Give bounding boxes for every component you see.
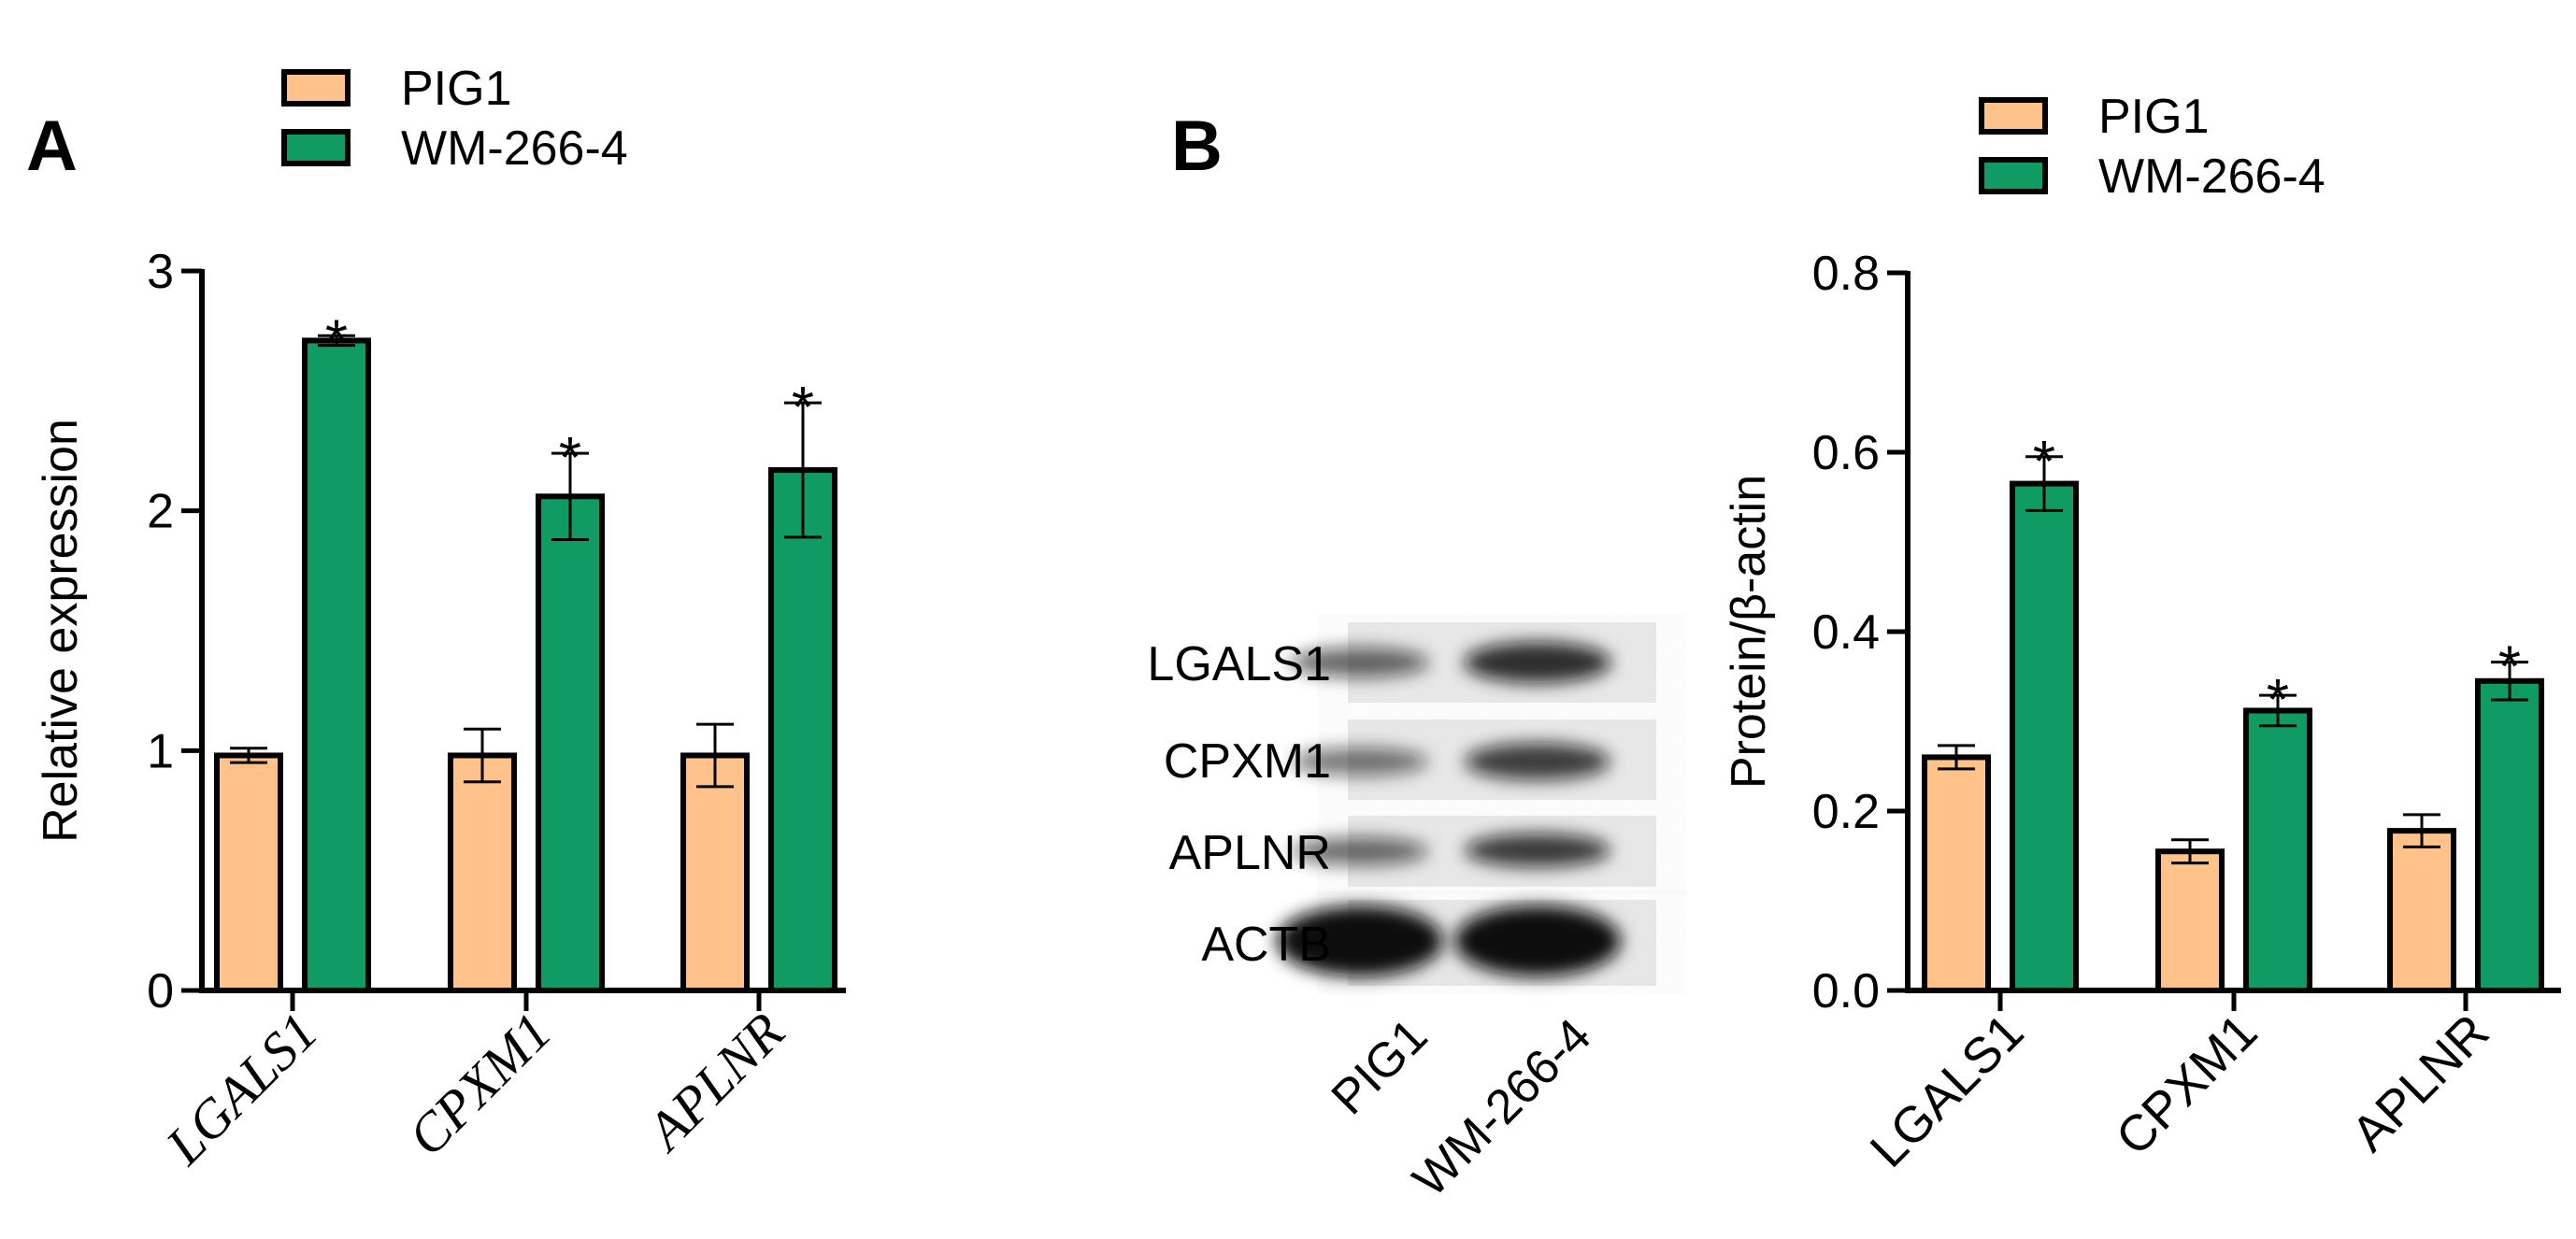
blot-row-label-lgals1: LGALS1 bbox=[1147, 637, 1331, 691]
blot-row-label-cpxm1: CPXM1 bbox=[1164, 734, 1331, 789]
bar-cpxm1-pig1 bbox=[2155, 848, 2225, 994]
legend-swatch-pig1 bbox=[281, 69, 351, 107]
y-tick-label: 0.0 bbox=[1812, 964, 1880, 1018]
significance-star: * bbox=[559, 426, 581, 491]
legend-label-wm-266-4: WM-266-4 bbox=[2098, 150, 2326, 204]
bar-lgals1-pig1 bbox=[214, 752, 283, 994]
bar-aplnr-pig1 bbox=[680, 752, 750, 994]
y-axis-label: Relative expression bbox=[34, 419, 88, 843]
y-tick-label: 1 bbox=[147, 724, 174, 778]
significance-star: * bbox=[2033, 430, 2055, 494]
panel-label-b: B bbox=[1171, 107, 1223, 186]
bar-cpxm1-pig1 bbox=[448, 752, 517, 994]
x-tick-label-aplnr: APLNR bbox=[633, 1001, 795, 1163]
legend-swatch-pig1 bbox=[1979, 97, 2048, 135]
y-tick-label: 0.8 bbox=[1812, 247, 1880, 301]
y-tick-label: 0.2 bbox=[1812, 785, 1880, 839]
blot-band-aplnr-wm-266-4 bbox=[1465, 833, 1610, 867]
bar-aplnr-pig1 bbox=[2387, 828, 2456, 993]
legend-label-pig1: PIG1 bbox=[401, 62, 512, 116]
panel-label-a: A bbox=[26, 107, 78, 186]
blot-band-actb-pig1 bbox=[1277, 905, 1443, 976]
bar-lgals1-pig1 bbox=[1922, 754, 1991, 994]
chart-a: 0 1 2 3 Relative expression LGALS1 CPXM1 APLNR *… bbox=[34, 62, 846, 1176]
y-axis-label: Protein/β-actin bbox=[1722, 475, 1776, 789]
legend-label-wm-266-4: WM-266-4 bbox=[401, 121, 628, 176]
blot-row-label-actb: ACTB bbox=[1201, 918, 1331, 972]
x-tick-label-aplnr: APLNR bbox=[2341, 1004, 2500, 1162]
significance-star: * bbox=[2267, 668, 2289, 733]
blot-band-lgals1-pig1 bbox=[1291, 648, 1429, 677]
legend-label-pig1: PIG1 bbox=[2098, 90, 2210, 144]
y-tick-label: 0.6 bbox=[1812, 426, 1880, 480]
x-tick-label-lgals1: LGALS1 bbox=[153, 1001, 329, 1176]
blot-band-actb-wm-266-4 bbox=[1454, 905, 1621, 976]
bar-aplnr-wm-266-4 bbox=[768, 467, 837, 993]
significance-star: * bbox=[792, 376, 814, 440]
x-tick-label-cpxm1: CPXM1 bbox=[2106, 1004, 2268, 1166]
chart-b: 0.0 0.2 0.4 0.6 0.8 Protein/β-actin LGALS1 CPXM… bbox=[1722, 90, 2561, 1178]
bar-lgals1-wm-266-4 bbox=[302, 337, 371, 993]
blot-band-cpxm1-wm-266-4 bbox=[1465, 743, 1610, 780]
significance-star: * bbox=[325, 308, 348, 373]
legend-swatch-wm-266-4 bbox=[1979, 157, 2048, 194]
blot-row-label-aplnr: APLNR bbox=[1169, 826, 1331, 880]
x-tick-label-lgals1: LGALS1 bbox=[1860, 1004, 2035, 1178]
blot-band-aplnr-pig1 bbox=[1292, 837, 1428, 865]
bar-lgals1-wm-266-4 bbox=[2010, 480, 2079, 993]
bar-cpxm1-wm-266-4 bbox=[536, 493, 605, 993]
legend-swatch-wm-266-4 bbox=[281, 129, 351, 166]
blot-lane-label-wm-266-4: WM-266-4 bbox=[1403, 1008, 1602, 1207]
significance-star: * bbox=[2498, 635, 2521, 700]
bar-cpxm1-wm-266-4 bbox=[2243, 707, 2312, 993]
x-tick-label-cpxm1: CPXM1 bbox=[396, 1001, 563, 1167]
blot-band-lgals1-wm-266-4 bbox=[1464, 642, 1611, 683]
y-tick-label: 3 bbox=[147, 245, 174, 299]
y-tick-label: 0 bbox=[147, 964, 174, 1018]
blot-lane-label-pig1: PIG1 bbox=[1322, 1008, 1438, 1125]
bar-aplnr-wm-266-4 bbox=[2475, 677, 2544, 993]
blot-band-cpxm1-pig1 bbox=[1292, 748, 1428, 776]
y-tick-label: 0.4 bbox=[1812, 605, 1880, 660]
y-tick-label: 2 bbox=[147, 485, 174, 539]
